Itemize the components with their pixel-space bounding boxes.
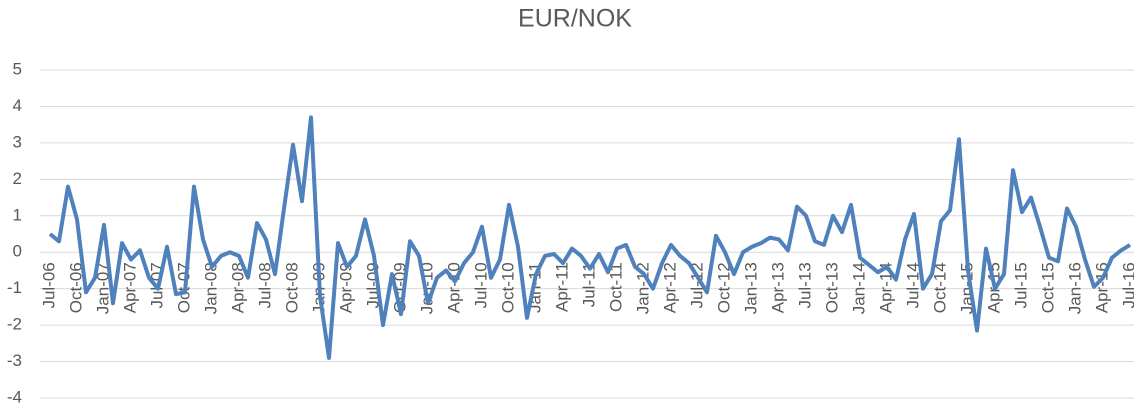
x-tick-label: Apr-09 — [336, 262, 355, 313]
x-tick-label: Jul-16 — [1119, 262, 1134, 308]
x-tick-label: Jan-07 — [93, 262, 112, 314]
x-tick-label: Apr-07 — [120, 262, 139, 313]
x-tick-label: Apr-08 — [228, 262, 247, 313]
x-tick-label: Jul-08 — [255, 262, 274, 308]
x-tick-label: Jul-10 — [471, 262, 490, 308]
y-tick-label: 3 — [13, 132, 22, 151]
x-tick-label: Oct-15 — [1038, 262, 1057, 313]
y-tick-label: 1 — [13, 205, 22, 224]
x-tick-label: Oct-12 — [714, 262, 733, 313]
x-tick-label: Apr-16 — [1092, 262, 1111, 313]
y-tick-label: 4 — [13, 96, 22, 115]
x-tick-label: Jan-14 — [849, 262, 868, 314]
x-tick-label: Oct-13 — [822, 262, 841, 313]
x-tick-label: Jul-06 — [39, 262, 58, 308]
x-tick-label: Oct-10 — [498, 262, 517, 313]
x-tick-label: Jul-15 — [1011, 262, 1030, 308]
y-tick-label: -3 — [7, 351, 22, 370]
x-tick-label: Apr-11 — [552, 262, 571, 312]
y-tick-label: 0 — [13, 242, 22, 261]
x-tick-label: Jan-08 — [201, 262, 220, 314]
x-tick-label: Jul-12 — [687, 262, 706, 308]
x-tick-label: Apr-12 — [660, 262, 679, 313]
x-tick-label: Jan-12 — [633, 262, 652, 314]
x-tick-label: Apr-13 — [768, 262, 787, 313]
x-tick-label: Oct-14 — [930, 262, 949, 313]
y-tick-label: -1 — [7, 278, 22, 297]
x-tick-label: Oct-08 — [282, 262, 301, 313]
line-series — [48, 115, 1132, 360]
x-tick-label: Jan-16 — [1065, 262, 1084, 314]
chart-title: EUR/NOK — [518, 5, 632, 33]
x-tick-label: Jul-11 — [579, 262, 598, 307]
y-tick-label: -4 — [7, 387, 22, 406]
x-tick-label: Jul-13 — [795, 262, 814, 308]
x-tick-label: Jul-14 — [903, 262, 922, 308]
x-tick-label: Jan-13 — [741, 262, 760, 314]
y-tick-label: 5 — [13, 59, 22, 78]
x-tick-label: Oct-11 — [606, 262, 625, 312]
x-tick-label: Oct-06 — [66, 262, 85, 313]
y-tick-label: -2 — [7, 315, 22, 334]
y-tick-label: 2 — [13, 169, 22, 188]
